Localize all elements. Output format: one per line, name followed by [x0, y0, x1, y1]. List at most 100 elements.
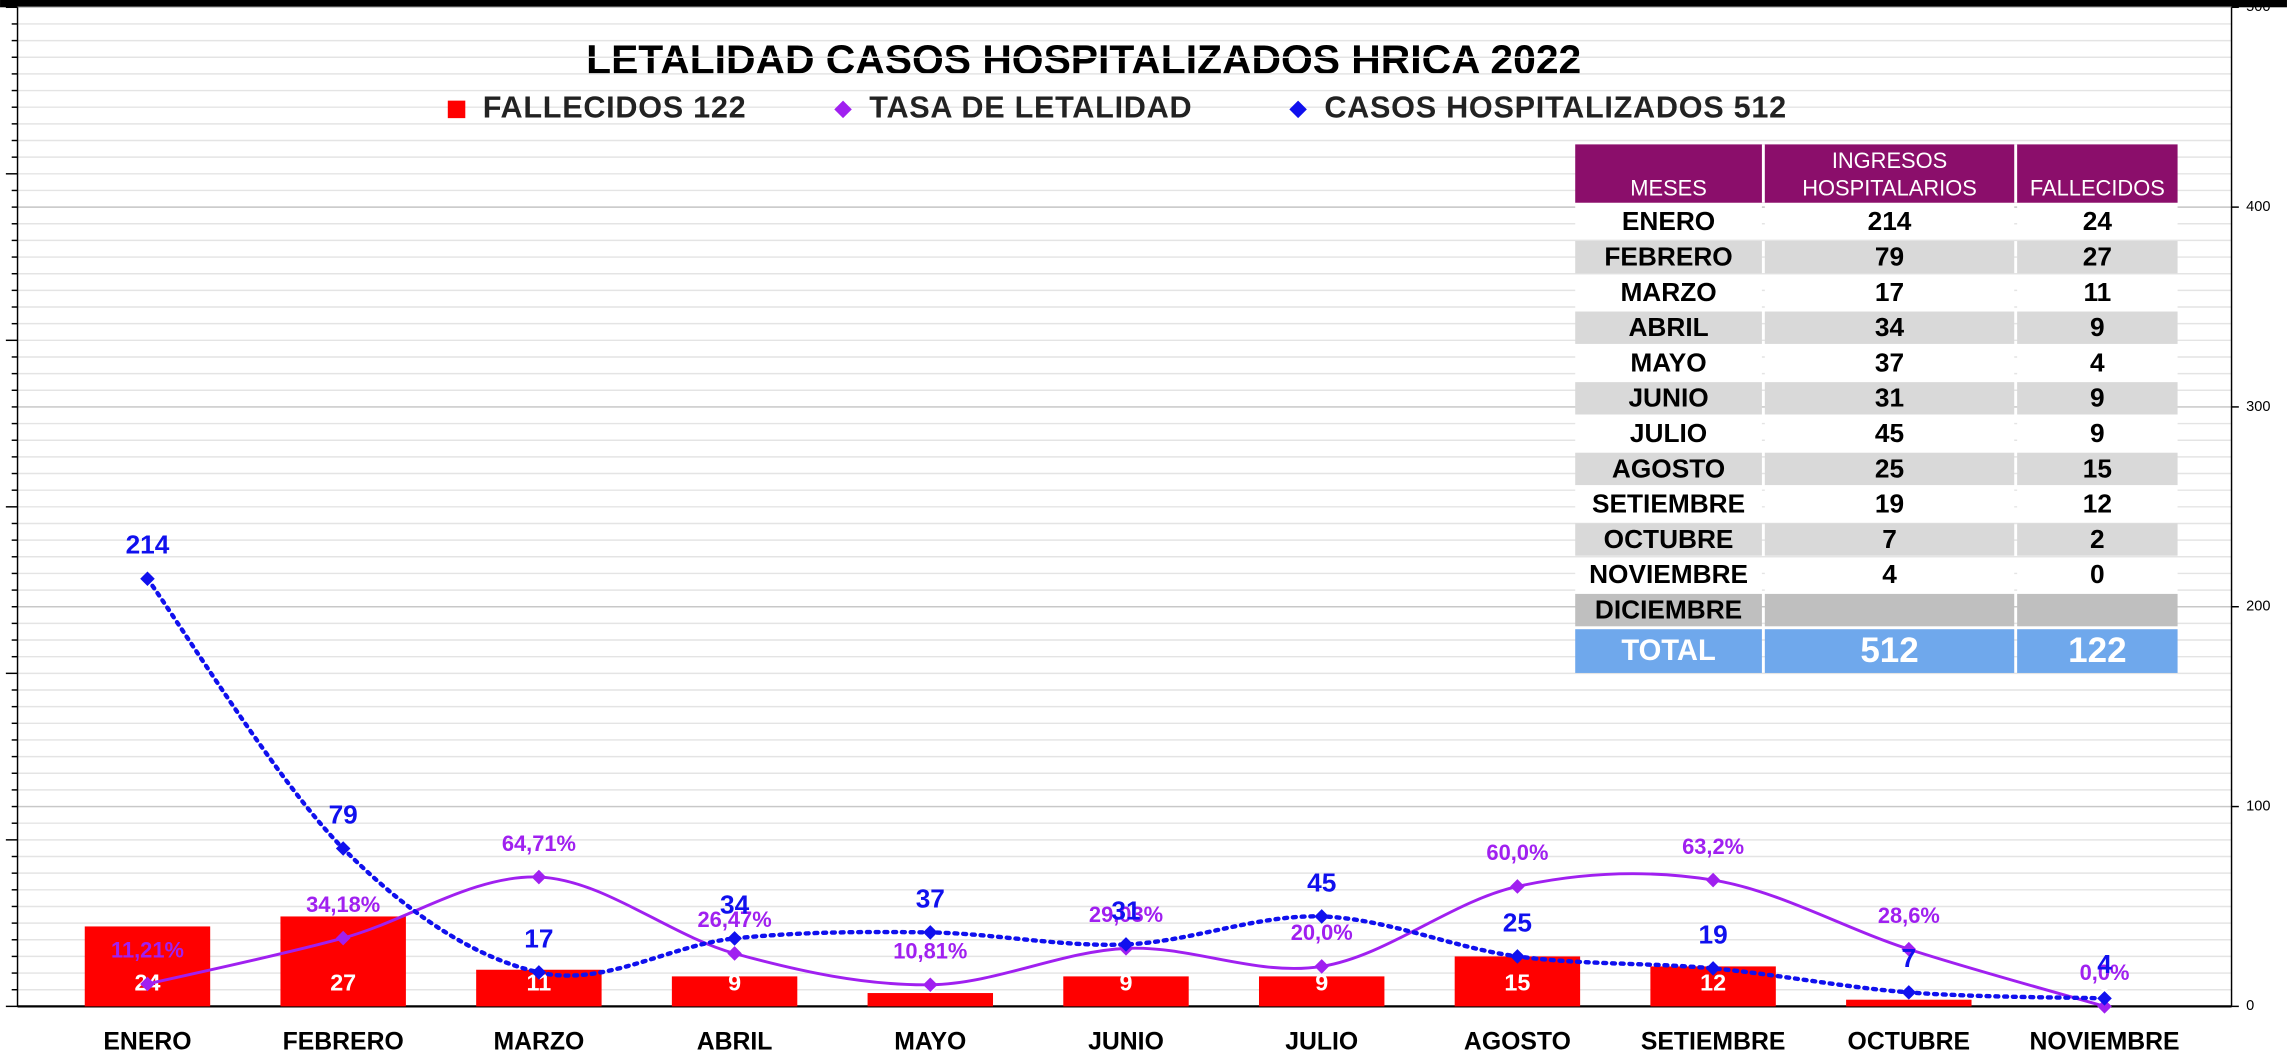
table-cell-bg: [1575, 311, 1762, 344]
table-cell: MAYO: [1630, 347, 1706, 377]
point-marker: [531, 965, 547, 980]
point-marker: [531, 869, 547, 885]
table-cell: 11: [2083, 277, 2111, 307]
table-cell: 24: [2083, 206, 2113, 236]
table-cell: 17: [1875, 277, 1904, 307]
bar: [867, 993, 994, 1007]
table-cell-bg: [2017, 382, 2178, 415]
bar: [1454, 956, 1581, 1007]
table-cell-bg: [1764, 488, 2015, 521]
legend-marker: [447, 100, 466, 119]
table-total-cell: 512: [1860, 631, 1918, 670]
table-cell: 79: [1875, 242, 1904, 272]
table-cell: 19: [1875, 489, 1904, 519]
point-marker: [335, 841, 351, 856]
point-value-label: 64,71%: [502, 831, 576, 856]
table-cell-bg: [1764, 276, 2015, 309]
x-tick-label: ENERO: [103, 1028, 191, 1055]
chart-title: LETALIDAD CASOS HOSPITALIZADOS HRICA 202…: [586, 36, 1581, 82]
x-tick-label: MARZO: [493, 1028, 584, 1055]
point-value-label: 7: [1902, 943, 1917, 973]
table-cell-bg: [1575, 346, 1762, 380]
legend-label: CASOS HOSPITALIZADOS 512: [1324, 90, 1787, 124]
table-cell-bg: [1575, 523, 1762, 556]
table-cell-bg: [1575, 382, 1762, 415]
bar: [1258, 976, 1385, 1007]
table-cell-bg: [1764, 382, 2015, 415]
table-total-cell: 122: [2068, 631, 2126, 670]
table-cell-bg: [1575, 558, 1762, 591]
table-cell-bg: [1764, 558, 2015, 591]
point-value-label: 25: [1503, 907, 1532, 937]
table-cell: 9: [2090, 383, 2105, 413]
point-value-label: 31: [1111, 895, 1140, 925]
table-cell-bg: [1575, 240, 1762, 274]
y2-tick-label: 200: [2246, 599, 2270, 615]
y2-tick-label: 0: [2246, 998, 2254, 1014]
table-cell: MARZO: [1620, 277, 1716, 307]
point-value-label: 34,18%: [306, 892, 380, 917]
table-cell: ABRIL: [1628, 312, 1708, 342]
y2-tick-label: 400: [2246, 199, 2270, 215]
table-cell: 4: [2090, 347, 2105, 377]
table-cell-bg: [1764, 240, 2015, 274]
x-tick-label: NOVIEMBRE: [2029, 1028, 2179, 1055]
table-cell: 12: [2083, 489, 2112, 519]
point-value-label: 34: [720, 889, 750, 919]
bar-value-label: 15: [1504, 970, 1530, 996]
y2-tick-label: 100: [2246, 798, 2270, 814]
legend-label: FALLECIDOS 122: [483, 90, 747, 124]
table-cell: AGOSTO: [1612, 453, 1725, 483]
table-cell: ENERO: [1622, 206, 1715, 236]
table-cell: 7: [1882, 524, 1897, 554]
point-value-label: 214: [126, 530, 170, 560]
line: [145, 576, 2107, 1001]
table-cell-bg: [1764, 452, 2015, 486]
table-cell: 2: [2090, 524, 2105, 554]
table-cell: NOVIEMBRE: [1589, 559, 1748, 589]
x-tick-label: OCTUBRE: [1848, 1028, 1971, 1055]
table-cell-bg: [2017, 523, 2178, 556]
table-cell: 34: [1875, 312, 1905, 342]
point-value-label: 79: [329, 799, 358, 829]
bar-value-label: 9: [1120, 970, 1133, 996]
point-marker: [1705, 961, 1721, 976]
x-tick-label: MAYO: [894, 1028, 966, 1055]
table-cell-bg: [1575, 276, 1762, 309]
point-value-label: 19: [1699, 919, 1728, 949]
table-cell-bg: [2017, 346, 2178, 380]
table-cell: DICIEMBRE: [1595, 594, 1742, 624]
table-total-cell: TOTAL: [1621, 635, 1715, 667]
point-marker: [335, 930, 351, 946]
point-value-label: 26,47%: [698, 907, 772, 932]
table-cell-bg: [2017, 276, 2178, 309]
table-cell: JUNIO: [1628, 383, 1708, 413]
table-cell-bg: [2017, 593, 2178, 627]
table-cell: FEBRERO: [1604, 242, 1732, 272]
x-tick-label: JULIO: [1285, 1028, 1358, 1055]
point-value-label: 29,03%: [1089, 902, 1163, 927]
table-cell: 4: [1882, 559, 1897, 589]
point-value-label: 17: [524, 923, 553, 953]
point-marker: [1314, 959, 1329, 974]
point-value-label: 45: [1307, 867, 1336, 897]
point-marker: [923, 925, 938, 940]
point-marker: [1510, 949, 1525, 964]
x-tick-label: AGOSTO: [1464, 1028, 1571, 1055]
point-value-label: 11,21%: [111, 938, 184, 963]
table-cell-bg: [1764, 523, 2015, 556]
table-cell-bg: [2017, 311, 2178, 344]
table-cell-bg: [1575, 452, 1762, 486]
point-value-label: 37: [916, 883, 945, 913]
table-cell: SETIEMBRE: [1592, 489, 1745, 519]
point-marker: [1314, 909, 1329, 924]
table-cell: 9: [2090, 418, 2105, 448]
top-border: [0, 0, 2287, 8]
x-tick-label: SETIEMBRE: [1641, 1028, 1786, 1055]
table-cell: 27: [2083, 242, 2112, 272]
point-marker: [727, 931, 742, 946]
point-value-label: 63,2%: [1682, 834, 1744, 859]
legend-label: TASA DE LETALIDAD: [869, 90, 1192, 124]
